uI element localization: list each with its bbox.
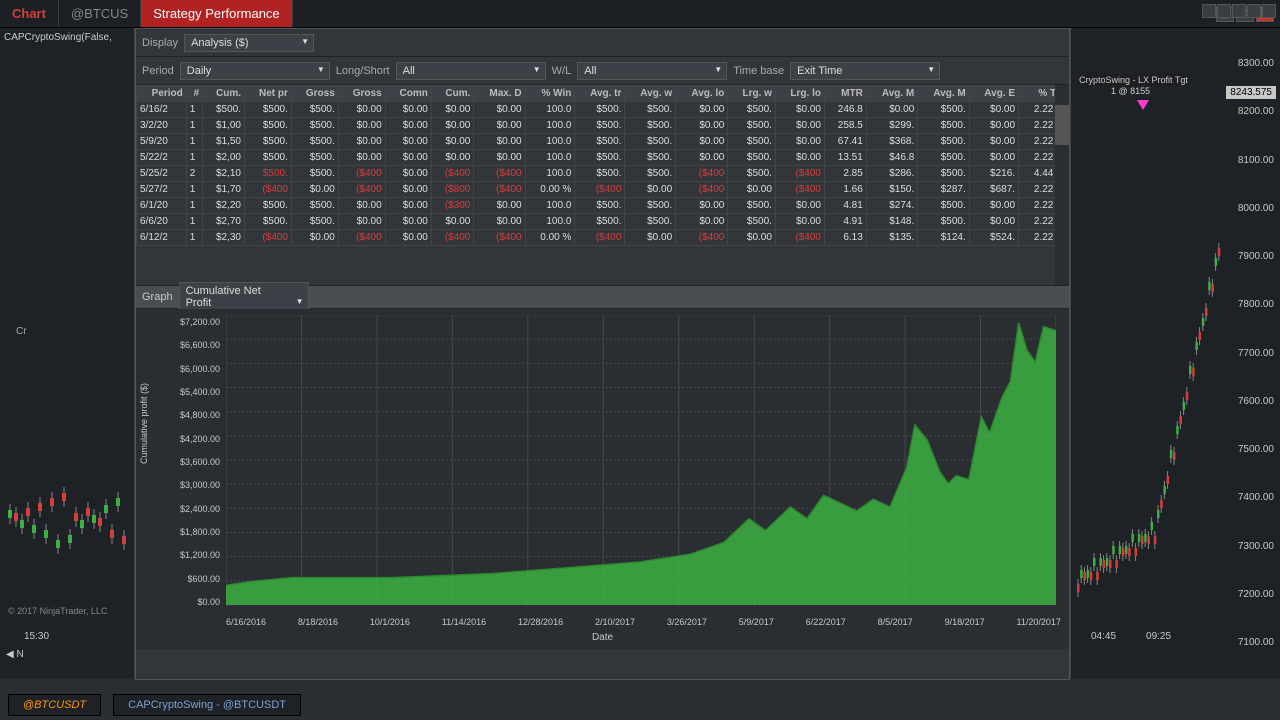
col-header[interactable]: Avg. w — [625, 86, 676, 102]
graph-select[interactable]: Cumulative Net Profit — [179, 282, 309, 312]
bottom-tab-symbol[interactable]: @BTCUSDT — [8, 694, 101, 716]
period-select[interactable]: Daily — [180, 62, 330, 80]
cr-label: Cr — [16, 326, 27, 337]
win-btn[interactable] — [1202, 4, 1216, 18]
right-chart-panel: 8300.008200.008100.008000.007900.007800.… — [1070, 28, 1280, 678]
col-header[interactable]: % Win — [525, 86, 575, 102]
col-header[interactable]: Net pr — [245, 86, 292, 102]
period-label: Period — [142, 65, 174, 77]
indicator-label: CAPCryptoSwing(False, — [0, 28, 134, 47]
win-btn[interactable] — [1217, 4, 1231, 18]
table-row[interactable]: 6/12/21$2,30($400$0.00($400$0.00($400($4… — [137, 230, 1069, 246]
graph-label: Graph — [142, 291, 173, 303]
win-btn[interactable] — [1232, 4, 1246, 18]
tab-chart[interactable]: Chart — [0, 0, 59, 27]
col-header[interactable]: Comn — [385, 86, 431, 102]
col-header[interactable]: Avg. lo — [676, 86, 728, 102]
display-row: Display Analysis ($) — [136, 29, 1069, 57]
right-candles — [1071, 38, 1221, 658]
x-axis: 6/16/20168/18/201610/1/201611/14/201612/… — [226, 617, 1061, 627]
right-times: 04:45 09:25 — [1091, 631, 1171, 642]
table-row[interactable]: 6/1/201$2,20$500.$500.$0.00$0.00($300$0.… — [137, 198, 1069, 214]
table-row[interactable]: 5/9/201$1,50$500.$500.$0.00$0.00$0.00$0.… — [137, 134, 1069, 150]
col-header[interactable]: Cum. — [431, 86, 474, 102]
col-header[interactable]: Avg. E — [969, 86, 1018, 102]
col-header[interactable]: Avg. M — [866, 86, 917, 102]
titlebar: Chart @BTCUS Strategy Performance _ □ ✕ — [0, 0, 1280, 28]
table-row[interactable]: 6/6/201$2,70$500.$500.$0.00$0.00$0.00$0.… — [137, 214, 1069, 230]
win-btn[interactable] — [1262, 4, 1276, 18]
col-header[interactable]: Lrg. lo — [775, 86, 824, 102]
right-y-axis: 8300.008200.008100.008000.007900.007800.… — [1238, 58, 1274, 648]
wl-select[interactable]: All — [577, 62, 727, 80]
col-header[interactable]: MTR — [824, 86, 866, 102]
tab-strategy-performance[interactable]: Strategy Performance — [141, 0, 292, 27]
data-table-wrap: Period#Cum.Net prGrossGrossComnCum.Max. … — [136, 85, 1069, 285]
price-badge: 8243.575 — [1226, 86, 1276, 99]
display-select[interactable]: Analysis ($) — [184, 34, 314, 52]
timebase-label: Time base — [733, 65, 784, 77]
outer-window-controls — [1202, 4, 1276, 18]
col-header[interactable]: # — [186, 86, 202, 102]
x-axis-title: Date — [592, 632, 613, 643]
left-chart-panel: CAPCryptoSwing(False, © 2017 NinjaTrader… — [0, 28, 135, 678]
y-axis: $7,200.00$6,600.00$6,000.00$5,400.00$4,8… — [164, 317, 220, 607]
chart-area: Cumulative profit ($) $7,200.00$6,600.00… — [136, 309, 1069, 649]
table-row[interactable]: 5/22/21$2,00$500.$500.$0.00$0.00$0.00$0.… — [137, 150, 1069, 166]
data-table: Period#Cum.Net prGrossGrossComnCum.Max. … — [136, 85, 1069, 246]
graph-control-row: Graph Cumulative Net Profit — [136, 285, 1069, 309]
copyright: © 2017 NinjaTrader, LLC — [8, 606, 107, 616]
table-scrollbar[interactable] — [1055, 85, 1069, 285]
annotation: CryptoSwing - LX Profit Tgt — [1077, 74, 1190, 86]
left-candles — [4, 458, 132, 618]
filter-row: Period Daily Long/Short All W/L All Time… — [136, 57, 1069, 85]
y-axis-title: Cumulative profit ($) — [139, 383, 149, 464]
win-btn[interactable] — [1247, 4, 1261, 18]
table-row[interactable]: 3/2/201$1,00$500.$500.$0.00$0.00$0.00$0.… — [137, 118, 1069, 134]
annotation2: 1 @ 8155 — [1111, 86, 1150, 96]
display-label: Display — [142, 37, 178, 49]
table-row[interactable]: 5/27/21$1,70($400$0.00($400$0.00($800($4… — [137, 182, 1069, 198]
col-header[interactable]: Max. D — [474, 86, 525, 102]
bottom-tabs: @BTCUSDT CAPCryptoSwing - @BTCUSDT — [8, 694, 301, 716]
main-panel: Display Analysis ($) Period Daily Long/S… — [135, 28, 1070, 680]
longshort-select[interactable]: All — [396, 62, 546, 80]
table-row[interactable]: 5/25/22$2,10$500.$500.($400$0.00($400($4… — [137, 166, 1069, 182]
table-row[interactable]: 6/16/21$500.$500.$500.$0.00$0.00$0.00$0.… — [137, 102, 1069, 118]
bottom-tab-strategy[interactable]: CAPCryptoSwing - @BTCUSDT — [113, 694, 301, 716]
left-nav[interactable]: ◀ N — [6, 649, 24, 660]
col-header[interactable]: Gross — [291, 86, 338, 102]
profit-chart-svg — [226, 315, 1056, 615]
col-header[interactable]: Avg. tr — [575, 86, 625, 102]
col-header[interactable]: Gross — [338, 86, 385, 102]
col-header[interactable]: Avg. M — [918, 86, 969, 102]
col-header[interactable]: Period — [137, 86, 187, 102]
tab-symbol[interactable]: @BTCUS — [59, 0, 141, 27]
wl-label: W/L — [552, 65, 572, 77]
timebase-select[interactable]: Exit Time — [790, 62, 940, 80]
col-header[interactable]: Cum. — [203, 86, 245, 102]
col-header[interactable]: Lrg. w — [728, 86, 776, 102]
longshort-label: Long/Short — [336, 65, 390, 77]
left-time: 15:30 — [24, 631, 49, 642]
